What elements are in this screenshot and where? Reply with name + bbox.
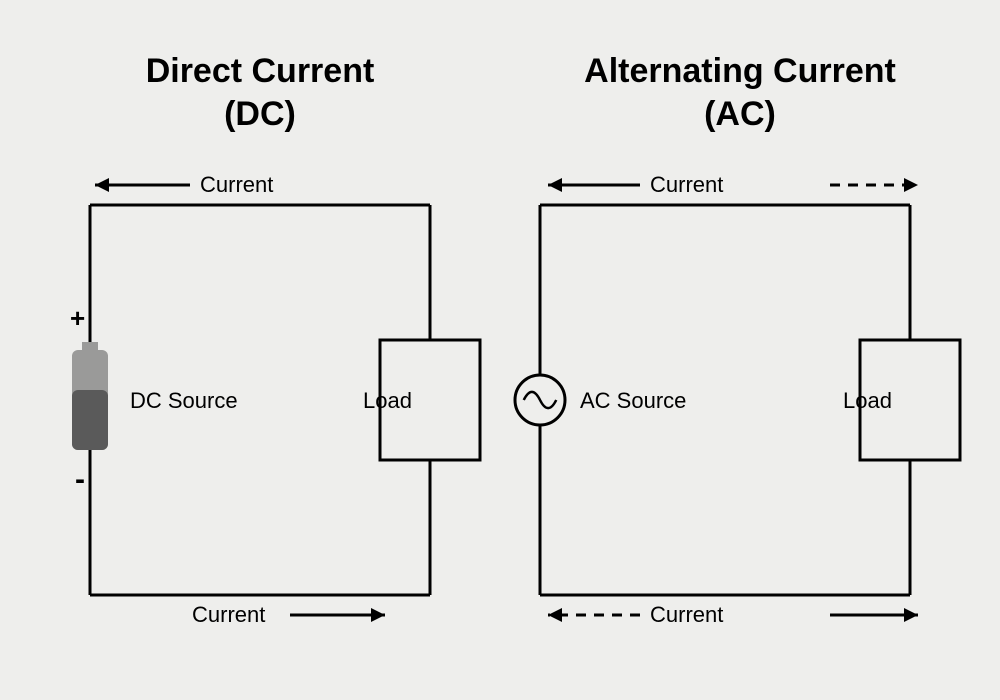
diagram-canvas: Direct Current (DC) Alternating Current …: [0, 0, 1000, 700]
dc-source-label: DC Source: [130, 388, 238, 414]
circuit-svg: [0, 0, 1000, 700]
dc-load-label: Load: [363, 388, 412, 414]
ac-load-label: Load: [843, 388, 892, 414]
dc-plus-label: +: [70, 303, 85, 334]
ac-top-current-label: Current: [650, 172, 723, 198]
dc-bottom-current-label: Current: [192, 602, 265, 628]
dc-top-current-label: Current: [200, 172, 273, 198]
ac-source-label: AC Source: [580, 388, 686, 414]
dc-minus-label: -: [75, 463, 85, 497]
ac-bottom-current-label: Current: [650, 602, 723, 628]
